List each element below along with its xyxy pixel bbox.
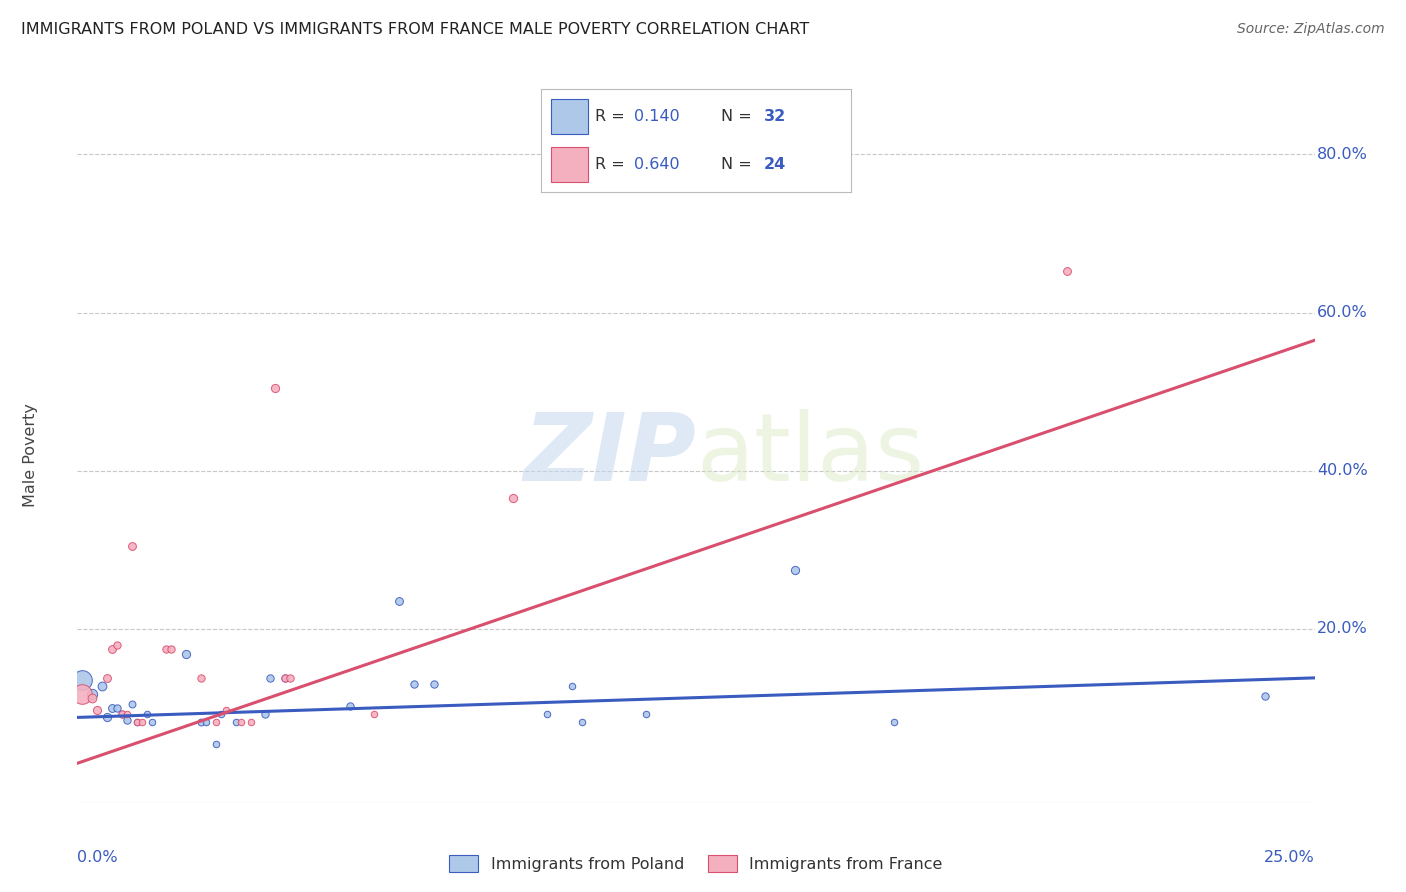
Point — [86, 702, 108, 716]
Point — [91, 679, 114, 693]
Point — [339, 699, 361, 714]
Text: Male Poverty: Male Poverty — [22, 403, 38, 507]
Point — [174, 647, 197, 661]
Point — [72, 673, 94, 688]
Point — [111, 707, 134, 722]
Text: R =: R = — [596, 157, 630, 171]
Point — [422, 677, 444, 691]
Point — [239, 715, 262, 730]
Text: IMMIGRANTS FROM POLAND VS IMMIGRANTS FROM FRANCE MALE POVERTY CORRELATION CHART: IMMIGRANTS FROM POLAND VS IMMIGRANTS FRO… — [21, 22, 810, 37]
Text: 0.0%: 0.0% — [77, 850, 118, 865]
Text: N =: N = — [721, 110, 756, 124]
Point — [111, 707, 134, 722]
Point — [82, 691, 104, 706]
Point — [561, 679, 583, 693]
Point — [264, 381, 287, 395]
Point — [190, 671, 212, 685]
Point — [536, 707, 558, 722]
Point — [225, 715, 247, 730]
Text: 20.0%: 20.0% — [1317, 622, 1368, 636]
Text: 60.0%: 60.0% — [1317, 305, 1368, 320]
Point — [101, 641, 124, 656]
Point — [229, 715, 252, 730]
Point — [121, 539, 143, 553]
Point — [502, 491, 524, 506]
Text: Source: ZipAtlas.com: Source: ZipAtlas.com — [1237, 22, 1385, 37]
Point — [105, 638, 128, 652]
Text: N =: N = — [721, 157, 756, 171]
Point — [363, 707, 385, 722]
Point — [883, 715, 905, 730]
Text: 0.640: 0.640 — [634, 157, 679, 171]
Text: 32: 32 — [763, 110, 786, 124]
Point — [215, 702, 238, 716]
Point — [1056, 264, 1078, 278]
Legend: Immigrants from Poland, Immigrants from France: Immigrants from Poland, Immigrants from … — [443, 849, 949, 879]
Point — [115, 707, 138, 722]
Point — [141, 715, 163, 730]
Point — [1254, 689, 1277, 703]
Point — [135, 707, 157, 722]
Text: ZIP: ZIP — [523, 409, 696, 501]
Point — [205, 737, 228, 751]
Text: 0.140: 0.140 — [634, 110, 681, 124]
Point — [205, 715, 228, 730]
Point — [388, 594, 411, 608]
Point — [274, 671, 297, 685]
Point — [131, 715, 153, 730]
Text: atlas: atlas — [696, 409, 924, 501]
Text: 24: 24 — [763, 157, 786, 171]
Text: 40.0%: 40.0% — [1317, 463, 1368, 478]
Point — [82, 687, 104, 701]
Point — [115, 713, 138, 727]
Point — [195, 715, 218, 730]
Point — [274, 671, 297, 685]
FancyBboxPatch shape — [551, 99, 588, 135]
Point — [636, 707, 658, 722]
Point — [105, 701, 128, 715]
Point — [96, 671, 118, 685]
Text: 80.0%: 80.0% — [1317, 147, 1368, 162]
Point — [190, 715, 212, 730]
Point — [783, 563, 806, 577]
Point — [72, 687, 94, 701]
Point — [209, 707, 232, 722]
Text: R =: R = — [596, 110, 630, 124]
Point — [160, 641, 183, 656]
Point — [254, 707, 277, 722]
Point — [402, 677, 425, 691]
Point — [101, 701, 124, 715]
Point — [155, 641, 177, 656]
Point — [125, 715, 148, 730]
Point — [571, 715, 593, 730]
Point — [259, 671, 281, 685]
Point — [96, 710, 118, 724]
Point — [278, 671, 301, 685]
Point — [125, 715, 148, 730]
Point — [121, 697, 143, 711]
FancyBboxPatch shape — [551, 146, 588, 181]
Text: 25.0%: 25.0% — [1264, 850, 1315, 865]
